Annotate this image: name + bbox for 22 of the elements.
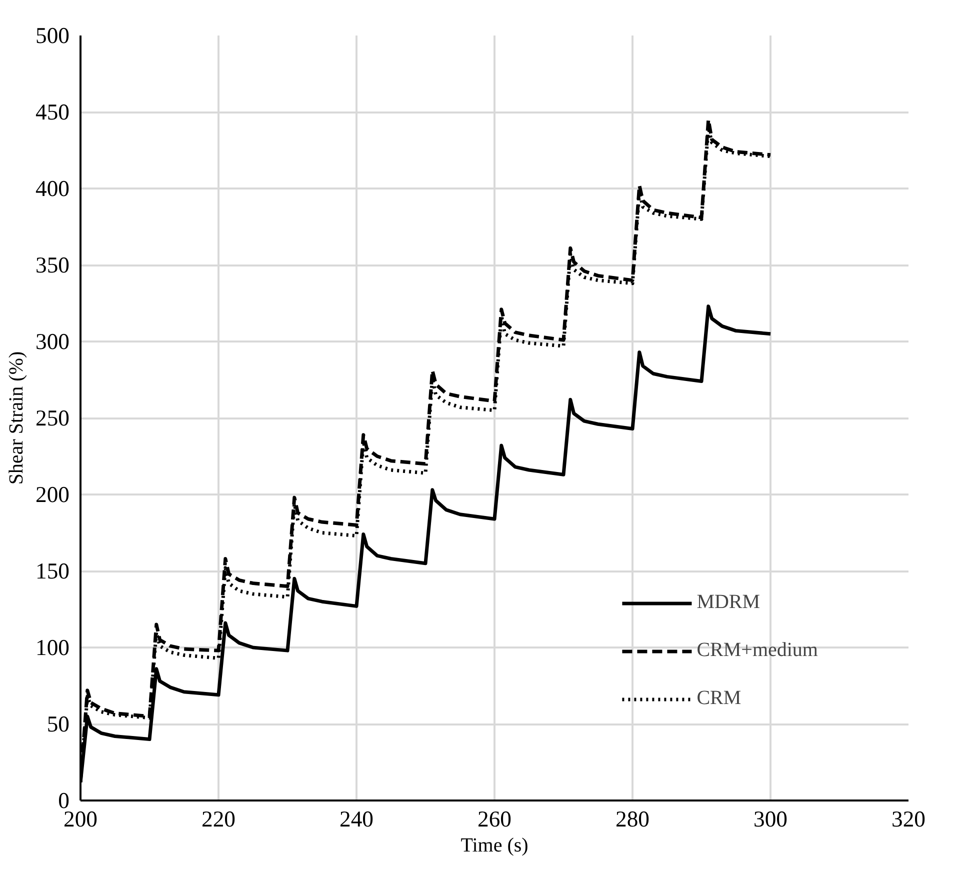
x-tick-label: 260 (478, 806, 512, 832)
x-axis-title: Time (s) (460, 834, 528, 856)
x-tick-label: 240 (340, 806, 374, 832)
y-tick-label: 150 (36, 558, 70, 584)
y-axis-title: Shear Strain (%) (6, 351, 28, 485)
x-tick-label: 280 (616, 806, 650, 832)
legend-label: MDRM (696, 591, 760, 614)
legend-label: CRM (696, 687, 742, 710)
y-tick-label: 50 (46, 712, 70, 736)
y-tick-label: 450 (36, 100, 70, 124)
legend-label: CRM+medium (696, 639, 818, 662)
y-tick-label: 100 (36, 635, 70, 660)
y-tick-label: 500 (36, 23, 70, 48)
x-tick-label: 300 (754, 806, 788, 832)
y-tick-label: 300 (36, 329, 70, 354)
x-tick-label: 220 (202, 806, 236, 832)
y-tick-label: 200 (36, 482, 70, 507)
y-tick-label: 350 (36, 252, 70, 278)
y-tick-label: 0 (58, 788, 70, 813)
y-tick-label: 250 (36, 406, 70, 430)
y-tick-label: 400 (36, 176, 70, 201)
x-tick-label: 320 (892, 806, 926, 832)
